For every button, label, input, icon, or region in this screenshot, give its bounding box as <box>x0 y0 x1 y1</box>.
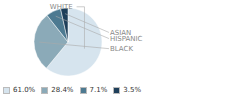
svg-text:HISPANIC: HISPANIC <box>110 35 143 43</box>
html-text:3.5%: 3.5% <box>123 86 142 94</box>
svg-text:ASIAN: ASIAN <box>110 28 132 37</box>
svg-text:BLACK: BLACK <box>110 45 133 53</box>
html-text:7.1%: 7.1% <box>89 86 108 94</box>
svg-text:WHITE: WHITE <box>50 3 73 11</box>
html-text:61.0%: 61.0% <box>13 86 36 94</box>
html-text:28.4%: 28.4% <box>51 86 74 94</box>
